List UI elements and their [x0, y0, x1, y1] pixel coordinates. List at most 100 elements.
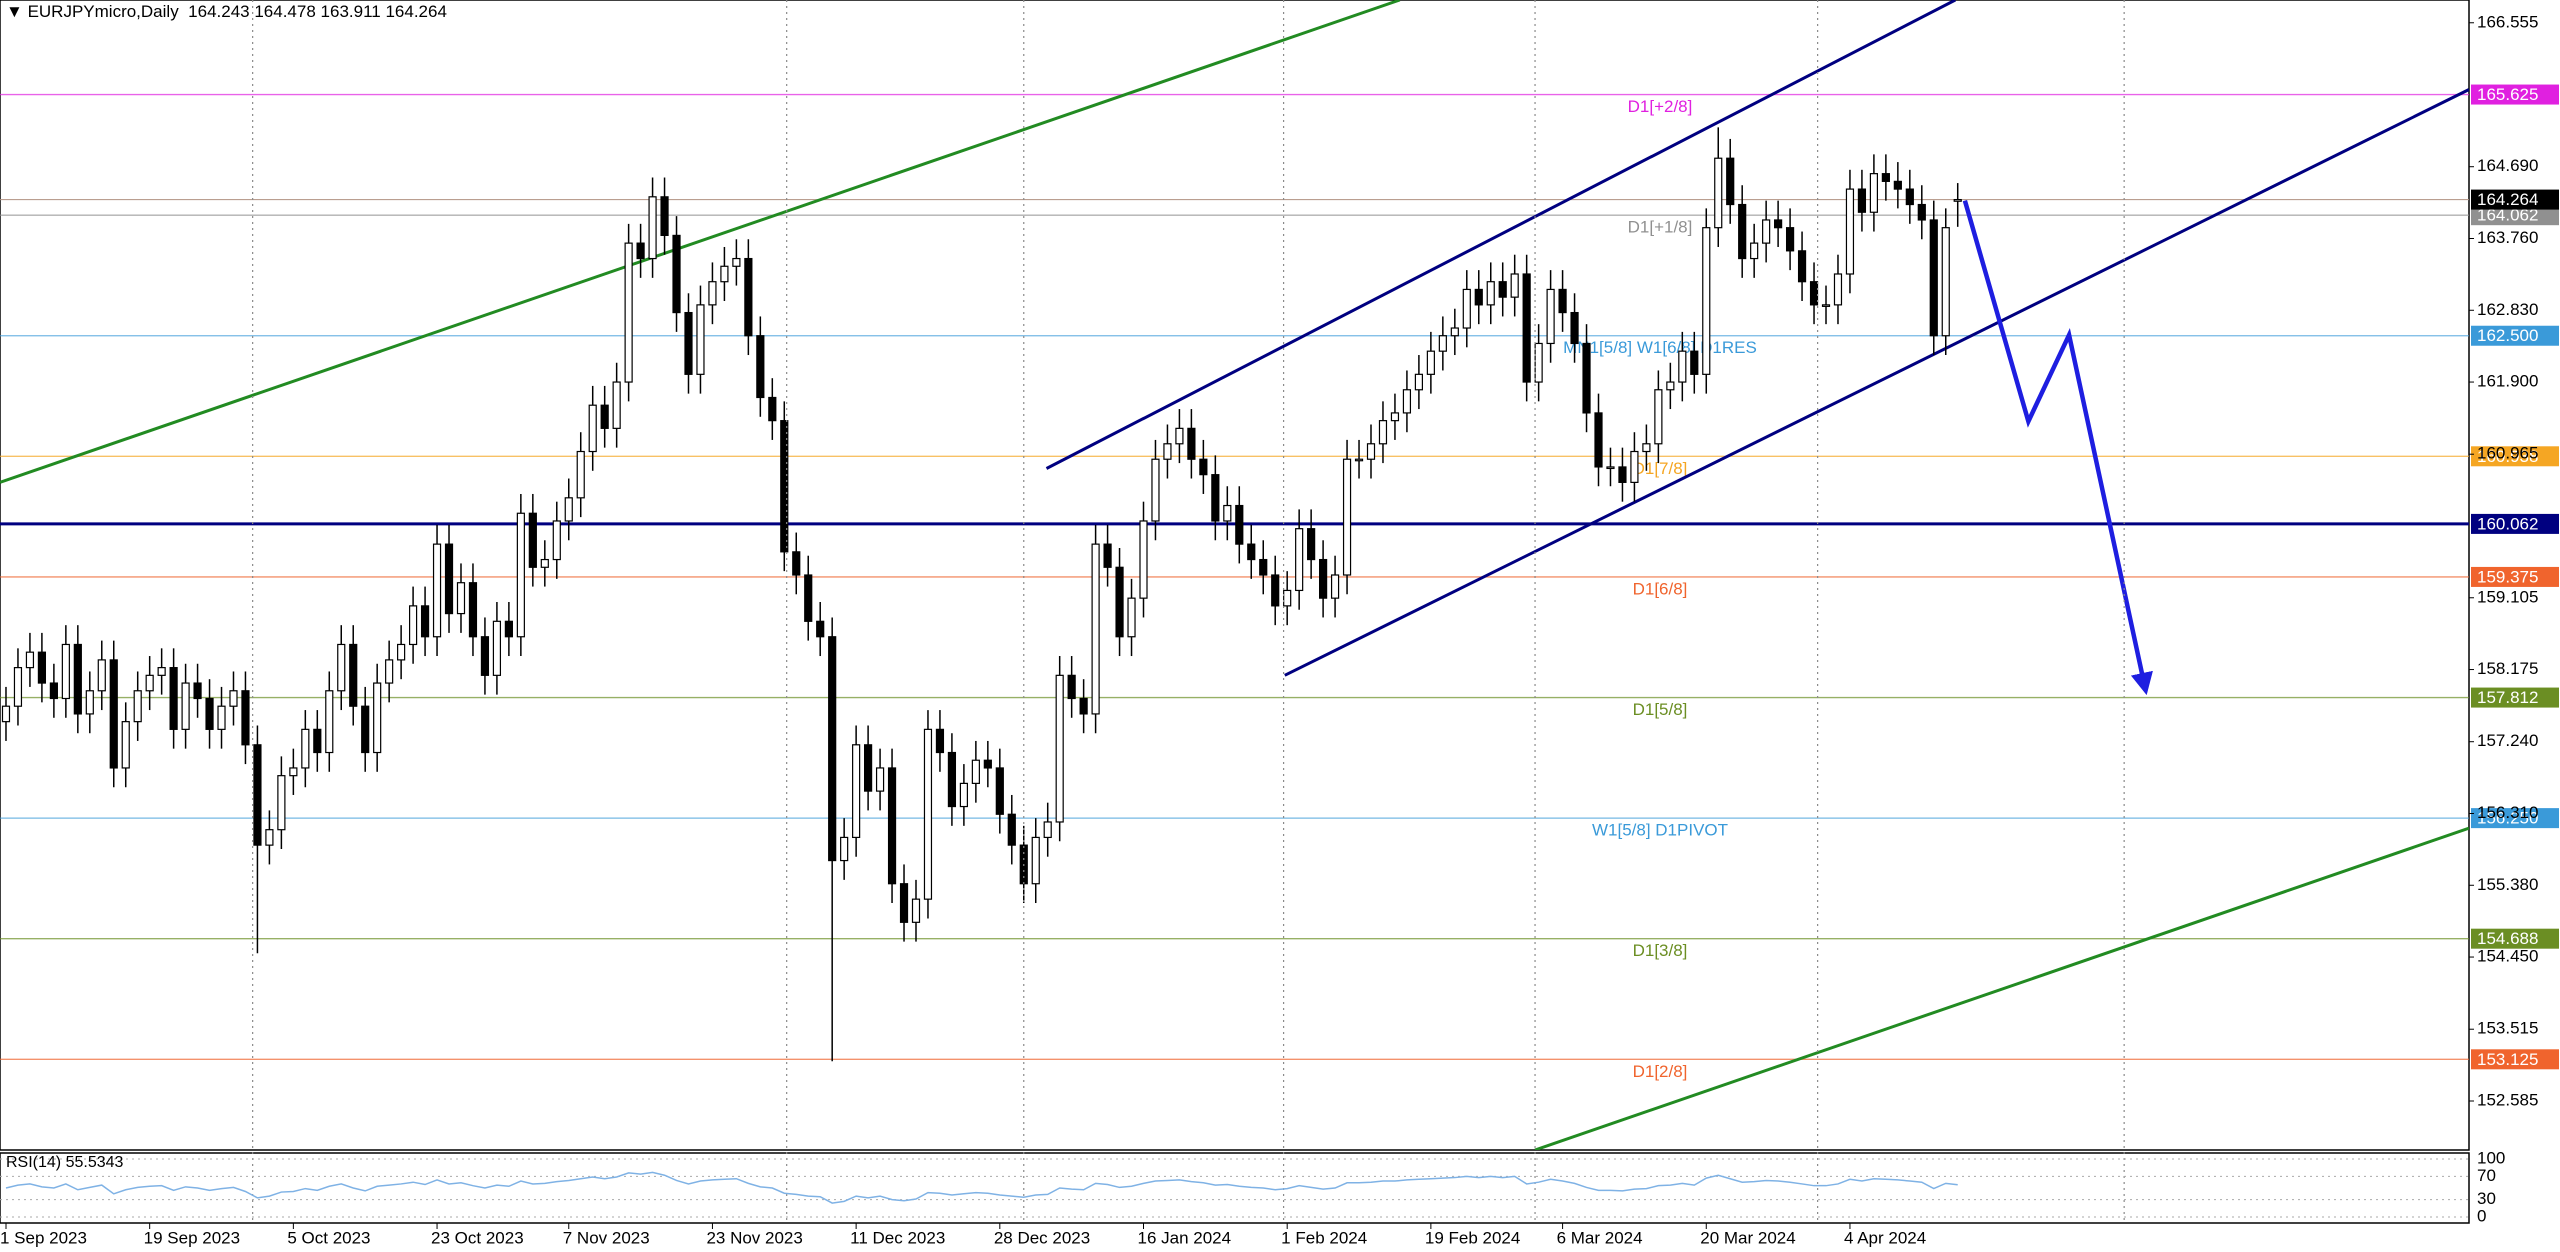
- price-box: [2471, 84, 2559, 105]
- candle-body: [301, 728, 310, 769]
- candle-body: [1618, 466, 1627, 483]
- y-tick-label: 159.105: [2477, 587, 2538, 606]
- plot-area: D1[+2/8] D1[+1/8] MN1[5/8] W1[6/8] D1RES D1…: [0, 0, 2469, 1150]
- candle-body: [1534, 342, 1543, 383]
- candle-body: [600, 404, 609, 429]
- candle-body: [935, 728, 945, 754]
- price-box-label: 164.062: [2477, 206, 2538, 225]
- x-tick-label: 6 Mar 2024: [1557, 1228, 1643, 1247]
- candle-body: [492, 620, 502, 676]
- candle-body: [768, 396, 777, 422]
- candle-body: [61, 643, 70, 700]
- candle-body: [1857, 188, 1867, 213]
- candle-body: [97, 659, 106, 692]
- candle-body: [480, 636, 490, 676]
- candle-body: [397, 643, 406, 661]
- last-price-label: 164.264: [2477, 190, 2538, 209]
- candle-body: [1774, 219, 1783, 229]
- candle-body: [1582, 342, 1591, 414]
- price-box-label: 154.688: [2477, 929, 2538, 948]
- candle-body: [205, 697, 214, 730]
- candle-body: [840, 836, 849, 862]
- candle-body: [265, 829, 274, 846]
- rsi-last: 55.5343: [65, 1154, 124, 1171]
- candle-body: [636, 242, 645, 260]
- candle-body: [1, 705, 11, 723]
- candle-body: [983, 759, 992, 769]
- rsi-line: [5, 1171, 1958, 1204]
- price-box-label: 156.250: [2477, 809, 2538, 828]
- candle-body: [1426, 350, 1435, 375]
- candle-body: [995, 767, 1004, 815]
- rsi-tick-label: 100: [2477, 1148, 2505, 1167]
- candle-body: [432, 543, 442, 638]
- y-tick-label: 164.690: [2477, 156, 2538, 175]
- candle-body: [588, 404, 597, 453]
- candle-body: [1103, 543, 1112, 568]
- candle-body: [277, 775, 286, 831]
- level-name: D1[+2/8]: [1628, 97, 1693, 116]
- candle-body: [947, 751, 957, 808]
- candle-body: [660, 196, 669, 237]
- y-tick-label: 161.900: [2477, 372, 2538, 391]
- candle-body: [313, 728, 322, 754]
- price-box: [2471, 566, 2559, 587]
- y-tick-label: 160.965: [2477, 444, 2538, 463]
- x-tick-label: 28 Dec 2023: [994, 1228, 1090, 1247]
- rsi-header: RSI(14) 55.5343: [6, 1154, 123, 1172]
- candle-body: [756, 335, 765, 399]
- candle-body: [708, 281, 717, 306]
- candle-body: [1223, 504, 1232, 522]
- candle-body: [887, 767, 897, 885]
- level-name: D1[7/8]: [1633, 459, 1688, 478]
- candle-body: [1510, 273, 1519, 298]
- y-tick-label: 158.175: [2477, 659, 2538, 678]
- price-box: [2471, 205, 2559, 226]
- candle-body: [1354, 458, 1364, 462]
- candle-body: [1163, 443, 1172, 460]
- candle-body: [1079, 697, 1088, 715]
- candle-body: [648, 196, 657, 260]
- candle-body: [1295, 528, 1304, 592]
- x-tick-label: 19 Sep 2023: [144, 1228, 240, 1247]
- candle-body: [899, 883, 909, 923]
- candle-body: [1199, 458, 1208, 476]
- level-name: D1[5/8]: [1633, 700, 1688, 719]
- candle-body: [911, 898, 921, 923]
- candle-body: [37, 651, 47, 684]
- price-box-label: 159.375: [2477, 567, 2538, 586]
- candle-body: [1211, 474, 1220, 522]
- candle-body: [157, 667, 166, 676]
- candle-body: [1546, 288, 1555, 345]
- rsi-tick-label: 30: [2477, 1189, 2496, 1208]
- candle-body: [253, 744, 262, 846]
- candle-body: [720, 265, 729, 283]
- price-box-label: 162.500: [2477, 326, 2538, 345]
- candle-body: [1594, 412, 1603, 468]
- candle-body: [73, 643, 82, 715]
- level-name: MN1[5/8] W1[6/8] D1RES: [1563, 338, 1757, 357]
- candle-body: [852, 744, 861, 839]
- candle-body: [385, 659, 394, 684]
- price-box: [2471, 446, 2559, 467]
- candle-body: [1319, 558, 1328, 599]
- candle-body: [337, 643, 346, 692]
- candle-body: [193, 682, 202, 700]
- symbol-title: EURJPYmicro,Daily: [27, 2, 179, 21]
- price-box-label: 165.625: [2477, 85, 2538, 104]
- candle-body: [468, 582, 478, 638]
- candle-body: [444, 543, 454, 615]
- candle-body: [1175, 427, 1184, 445]
- y-tick-label: 155.380: [2477, 875, 2538, 894]
- x-tick-label: 19 Feb 2024: [1425, 1228, 1520, 1247]
- candle-body: [792, 551, 801, 576]
- candle-body: [732, 257, 741, 267]
- candle-body: [1187, 427, 1196, 460]
- candle-body: [1642, 443, 1651, 453]
- candle-body: [1558, 288, 1567, 314]
- candle-body: [875, 767, 885, 792]
- candle-body: [959, 782, 968, 808]
- close-value: 164.264: [385, 2, 447, 21]
- candle-body: [169, 667, 178, 730]
